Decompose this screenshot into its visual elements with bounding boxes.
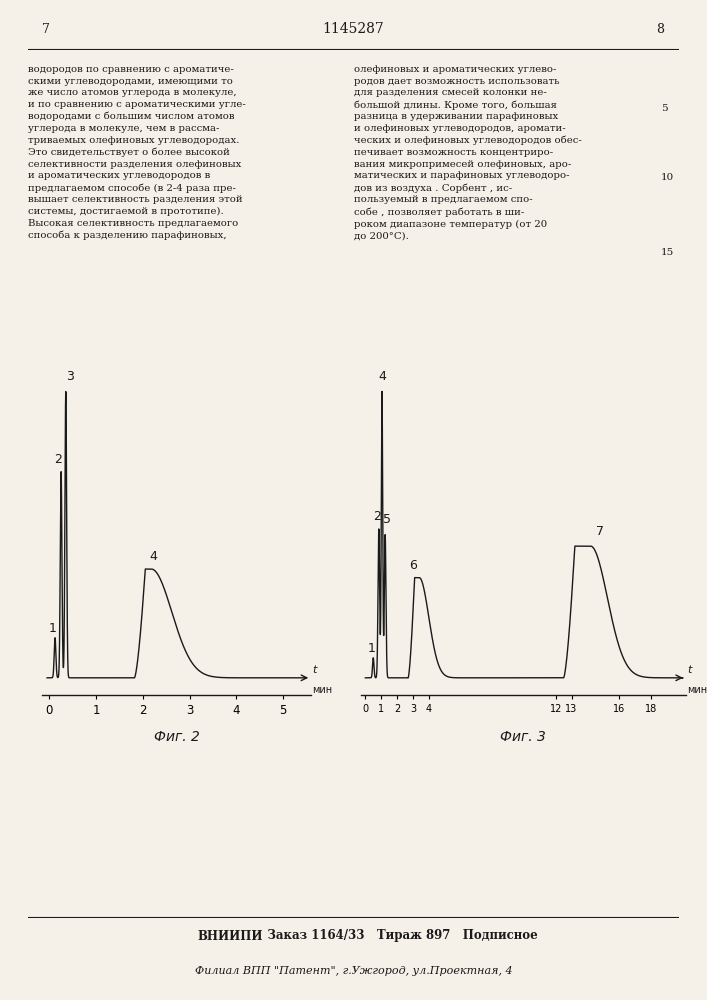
Text: Фиг. 2: Фиг. 2 bbox=[154, 730, 199, 744]
Text: 15: 15 bbox=[661, 248, 674, 257]
Text: 1145287: 1145287 bbox=[322, 22, 385, 36]
Text: 5: 5 bbox=[383, 513, 391, 526]
Text: t: t bbox=[687, 665, 691, 675]
Text: 4: 4 bbox=[149, 550, 157, 563]
Text: водородов по сравнению с ароматиче-
скими углеводородами, имеющими то
же число а: водородов по сравнению с ароматиче- ским… bbox=[28, 65, 246, 240]
Text: Заказ 1164/33   Тираж 897   Подписное: Заказ 1164/33 Тираж 897 Подписное bbox=[255, 930, 537, 942]
Text: 1: 1 bbox=[48, 622, 56, 635]
Text: 2: 2 bbox=[373, 510, 380, 523]
Text: 10: 10 bbox=[661, 173, 674, 182]
Text: 4: 4 bbox=[379, 370, 387, 383]
Text: t: t bbox=[312, 665, 317, 675]
Text: 8: 8 bbox=[657, 23, 665, 36]
Text: 3: 3 bbox=[66, 370, 74, 383]
Text: 6: 6 bbox=[409, 559, 417, 572]
Text: мин: мин bbox=[312, 685, 332, 695]
Text: 7: 7 bbox=[42, 23, 50, 36]
Text: олефиновых и ароматических углево-
родов дает возможность использовать
для разде: олефиновых и ароматических углево- родов… bbox=[354, 65, 581, 240]
Text: 5: 5 bbox=[661, 104, 667, 113]
Text: 7: 7 bbox=[596, 525, 604, 538]
Text: Фиг. 3: Фиг. 3 bbox=[501, 730, 546, 744]
Text: 1: 1 bbox=[368, 642, 376, 655]
Text: мин: мин bbox=[687, 685, 707, 695]
Text: 2: 2 bbox=[54, 453, 62, 466]
Text: ВНИИПИ: ВНИИПИ bbox=[198, 930, 264, 942]
Text: Филиал ВПП "Патент", г.Ужгород, ул.Проектная, 4: Филиал ВПП "Патент", г.Ужгород, ул.Проек… bbox=[194, 966, 513, 976]
